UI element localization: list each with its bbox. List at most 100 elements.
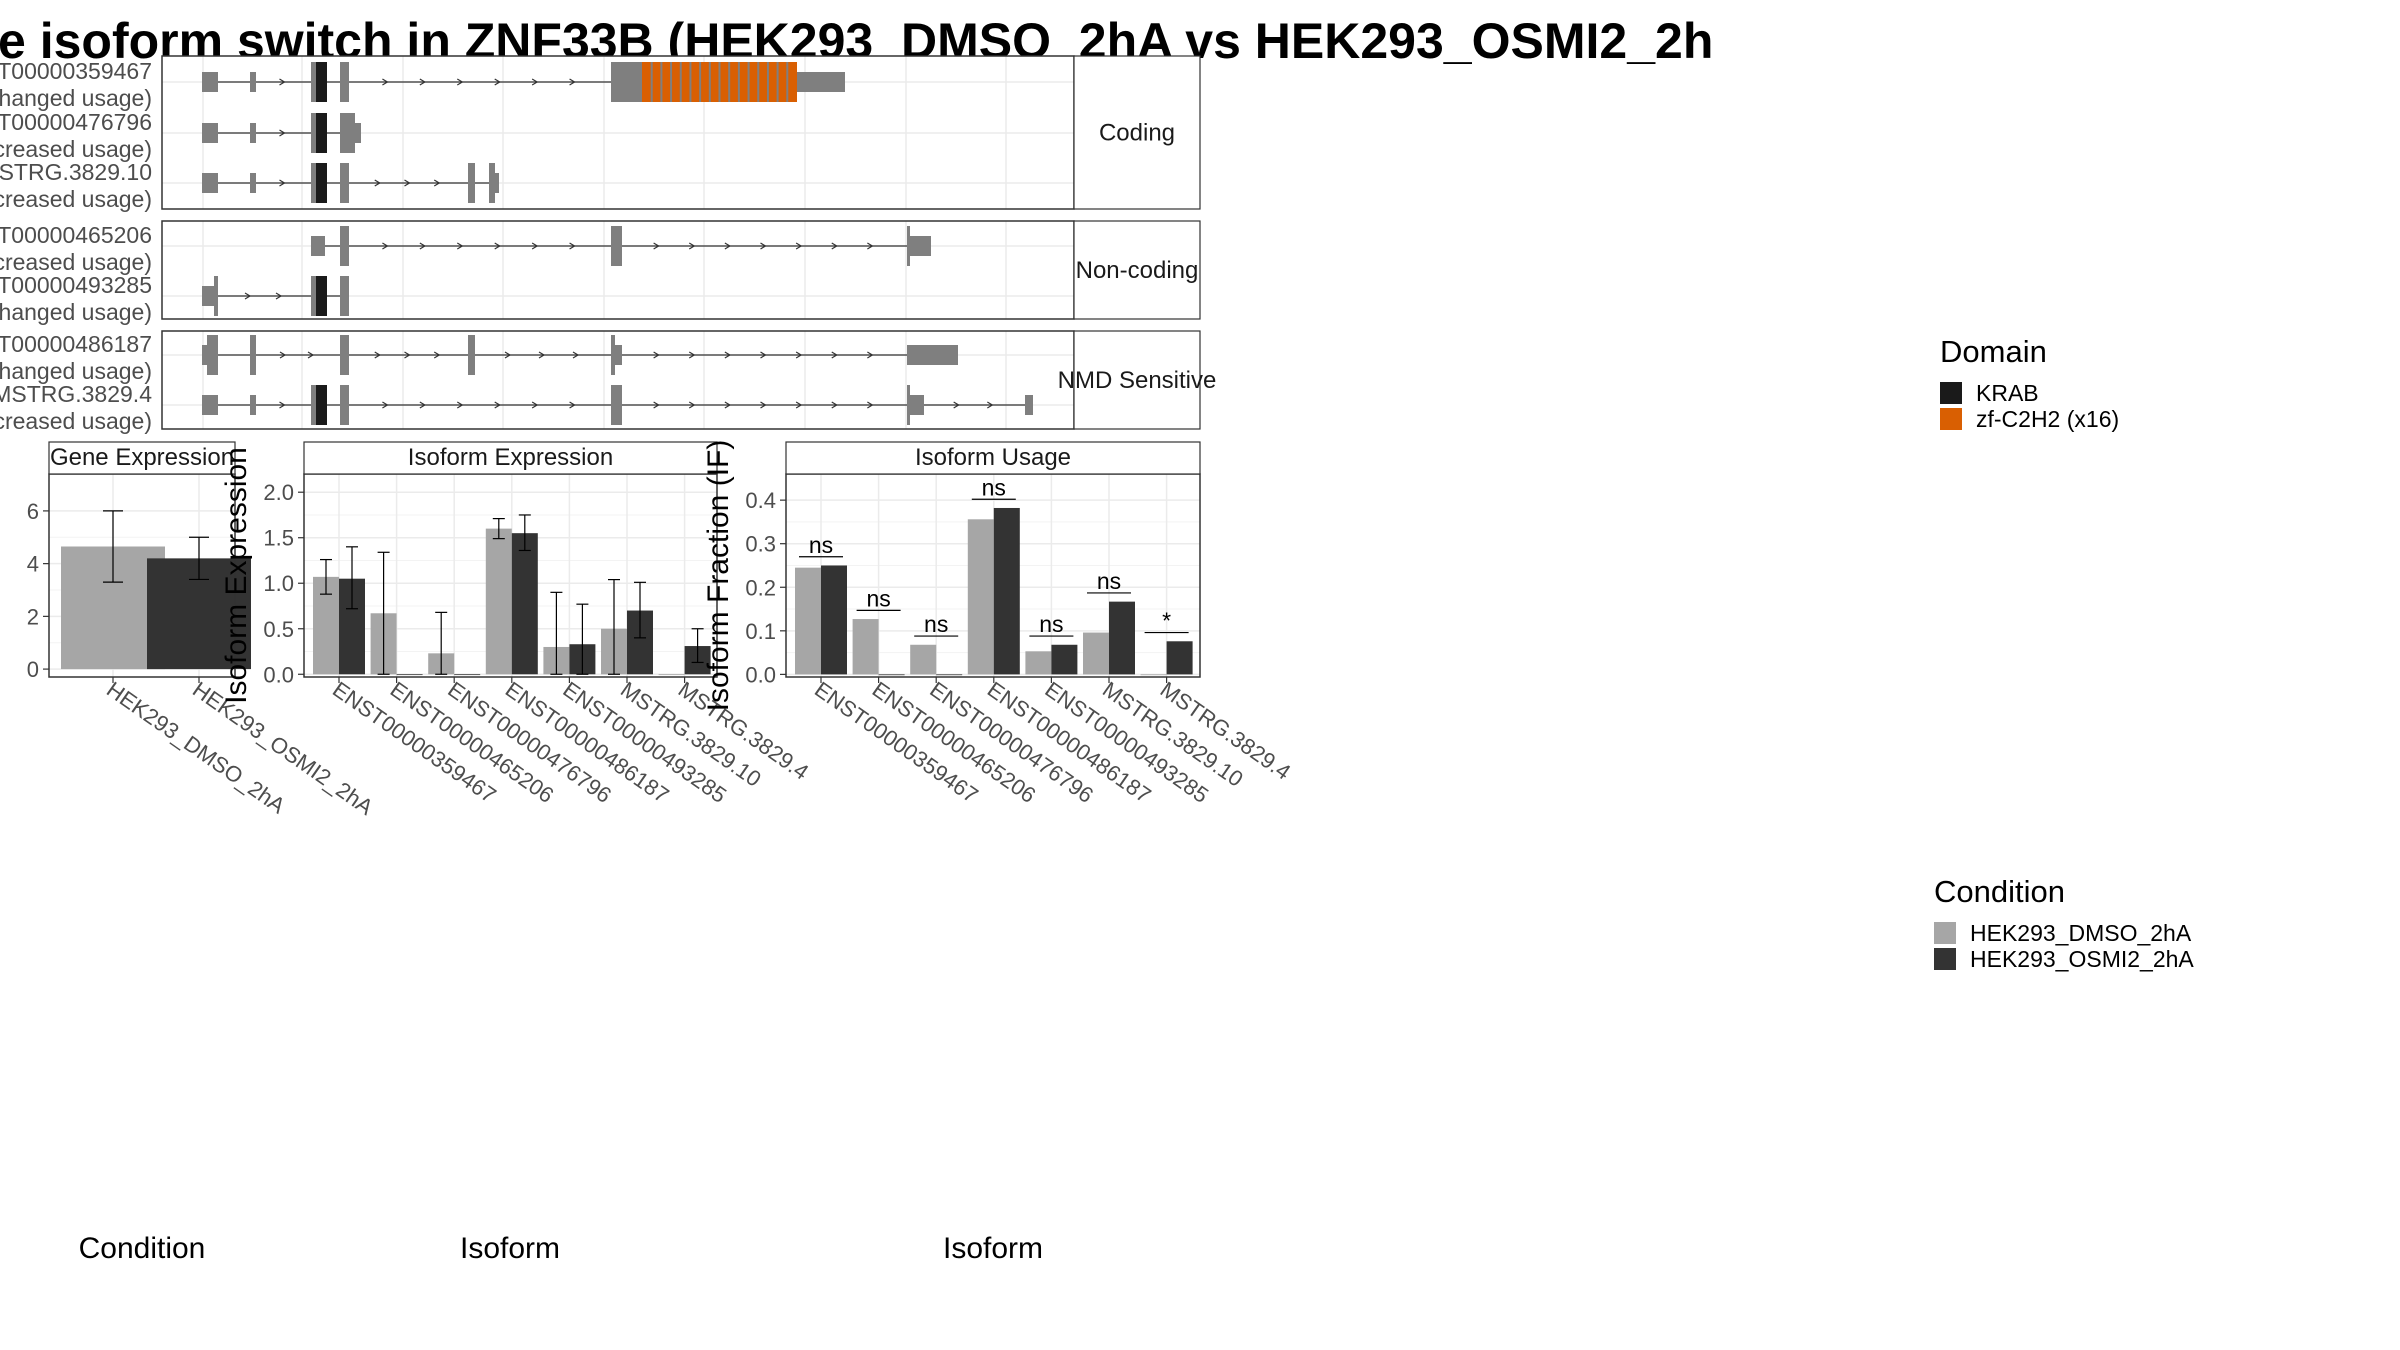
transcript-usage-label: (Increased usage) bbox=[0, 186, 152, 212]
exon bbox=[797, 72, 845, 92]
strand-arrow bbox=[724, 401, 732, 409]
transcript-ENST00000486187: ENST00000486187(Unchanged usage) bbox=[0, 331, 958, 384]
strand-arrow bbox=[724, 242, 732, 250]
strand-arrow bbox=[419, 242, 427, 250]
strand-arrow bbox=[795, 351, 803, 359]
exon bbox=[907, 226, 910, 266]
exon bbox=[340, 163, 349, 203]
error-bar bbox=[608, 578, 620, 675]
significance-annotation: ns bbox=[914, 611, 959, 637]
strand-arrow bbox=[307, 351, 315, 359]
exon bbox=[907, 345, 958, 365]
strand-arrow bbox=[456, 242, 464, 250]
chart-strip bbox=[785, 441, 1201, 475]
chart-title: Isoform Expression bbox=[408, 444, 613, 471]
strand-arrow bbox=[569, 78, 576, 86]
transcript-ENST00000465206: ENST00000465206(Decreased usage) bbox=[0, 222, 931, 275]
significance-label: ns bbox=[924, 611, 948, 637]
exon bbox=[250, 335, 256, 375]
y-tick-label: 4 bbox=[27, 552, 39, 577]
y-tick-label: 0.1 bbox=[745, 619, 776, 644]
strand-arrow bbox=[494, 78, 501, 86]
exon bbox=[311, 113, 316, 153]
exon bbox=[468, 335, 475, 375]
bar-HEK293_OSMI2_2hA-MSTRG.3829.4 bbox=[1166, 641, 1193, 675]
legend-swatch-krab bbox=[1940, 382, 1962, 404]
x-axis-title: Isoform bbox=[943, 1232, 1043, 1265]
strand-arrow bbox=[953, 401, 960, 409]
chart-isoform-expression: Isoform Expression0.00.51.01.52.0ENST000… bbox=[220, 441, 813, 1265]
structure-facet-non-coding: ENST00000465206(Decreased usage)ENST0000… bbox=[0, 220, 1201, 325]
strand-arrow bbox=[404, 351, 411, 359]
significance-label: ns bbox=[866, 585, 890, 611]
domain-krab bbox=[316, 276, 327, 316]
transcript-usage-label: (Decreased usage) bbox=[0, 136, 152, 162]
significance-annotation: ns bbox=[1029, 611, 1074, 637]
y-tick-label: 1.5 bbox=[263, 526, 294, 551]
error-bar bbox=[518, 514, 531, 552]
strand-arrow bbox=[531, 242, 539, 250]
transcript-id-label: MSTRG.3829.4 bbox=[0, 381, 152, 407]
transcript-usage-label: (Unchanged usage) bbox=[0, 85, 152, 111]
exon bbox=[214, 276, 218, 316]
transcript-id-label: ENST00000486187 bbox=[0, 331, 152, 357]
strand-arrow bbox=[831, 242, 838, 250]
exon bbox=[311, 62, 316, 102]
significance-annotation: * bbox=[1144, 608, 1189, 634]
bar-HEK293_DMSO_2hA-MSTRG.3829.10 bbox=[1083, 632, 1109, 675]
domain-legend-title: Domain bbox=[1940, 334, 2047, 369]
transcript-usage-label: (Increased usage) bbox=[0, 408, 152, 434]
x-axis-title: Isoform bbox=[460, 1232, 560, 1265]
facet-strip-label: Coding bbox=[1099, 120, 1175, 147]
bar-HEK293_OSMI2_2hA-ENST00000359467 bbox=[821, 565, 847, 675]
transcript-ENST00000493285: ENST00000493285(Unchanged usage) bbox=[0, 272, 349, 325]
y-tick-label: 0.0 bbox=[263, 662, 294, 687]
strand-arrow bbox=[504, 351, 512, 359]
transcript-id-label: ENST00000465206 bbox=[0, 222, 152, 248]
exon bbox=[340, 385, 349, 425]
strand-arrow bbox=[419, 401, 427, 409]
error-bar bbox=[550, 591, 563, 675]
facet-strip bbox=[1073, 220, 1201, 320]
legend-swatch-zf bbox=[1940, 408, 1962, 430]
strand-arrow bbox=[382, 242, 389, 250]
transcript-id-label: ENST00000476796 bbox=[0, 109, 152, 135]
chart-strip bbox=[48, 441, 236, 475]
strand-arrow bbox=[831, 401, 838, 409]
strand-arrow bbox=[760, 351, 767, 359]
strand-arrow bbox=[867, 401, 874, 409]
legend-swatch-dmso bbox=[1934, 922, 1956, 944]
strand-arrow bbox=[688, 401, 696, 409]
transcript-structure-panel: ENST00000359467(Unchanged usage)ENST0000… bbox=[0, 55, 1216, 434]
domain-block bbox=[316, 62, 327, 102]
bar-HEK293_OSMI2_2hA-ENST00000486187 bbox=[993, 507, 1020, 675]
transcript-ENST00000359467: ENST00000359467(Unchanged usage) bbox=[0, 58, 845, 111]
strand-arrow bbox=[494, 242, 501, 250]
significance-annotation: ns bbox=[856, 585, 901, 611]
legend-label-zf: zf-C2H2 (x16) bbox=[1976, 406, 2119, 432]
significance-annotation: ns bbox=[971, 474, 1016, 500]
transcript-id-label: ENST00000359467 bbox=[0, 58, 152, 84]
chart-title: Isoform Usage bbox=[915, 444, 1071, 471]
bar-HEK293_DMSO_2hA-ENST00000465206 bbox=[852, 619, 879, 675]
domain-block bbox=[316, 276, 327, 316]
exon bbox=[250, 395, 256, 415]
y-tick-label: 0.4 bbox=[745, 488, 776, 513]
strand-arrow bbox=[795, 401, 803, 409]
y-tick-label: 2 bbox=[27, 604, 39, 629]
strand-arrow bbox=[572, 351, 580, 359]
exon bbox=[489, 163, 495, 203]
bar-HEK293_DMSO_2hA-MSTRG.3829.4 bbox=[658, 674, 685, 676]
x-axis-title: Condition bbox=[79, 1232, 206, 1265]
strand-arrow bbox=[760, 401, 767, 409]
strand-arrow bbox=[382, 78, 389, 86]
exon bbox=[340, 276, 349, 316]
strand-arrow bbox=[653, 401, 660, 409]
exon bbox=[202, 395, 218, 415]
exon bbox=[468, 163, 475, 203]
significance-label: ns bbox=[1097, 568, 1121, 594]
y-tick-label: 0 bbox=[27, 657, 39, 682]
